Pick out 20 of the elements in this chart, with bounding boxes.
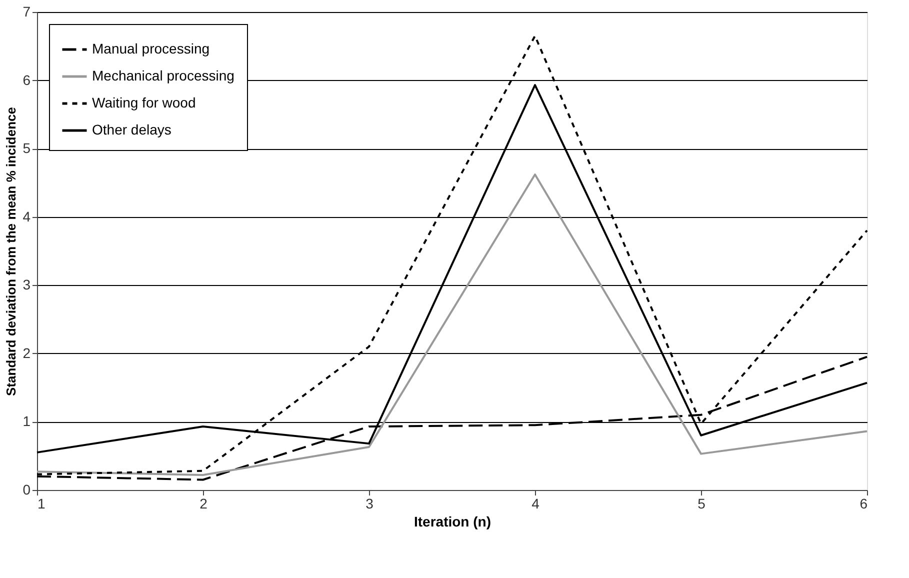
legend-label: Mechanical processing [92,68,234,84]
x-tick-label: 6 [860,496,868,512]
y-tick-label: 6 [22,72,31,88]
x-tick-label: 3 [366,496,374,512]
x-axis-title: Iteration (n) [414,514,491,530]
y-tick-label: 3 [22,276,31,293]
y-tick-label: 7 [22,4,31,20]
legend-label: Other delays [92,122,172,138]
y-tick-label: 5 [22,140,31,156]
y-tick-label: 4 [22,208,31,224]
y-tick-label: 2 [22,344,31,361]
y-tick-label: 0 [22,482,31,498]
y-axis-title: Standard deviation from the mean % incidence [4,107,19,396]
y-tick-label: 1 [22,413,31,430]
x-tick-label: 2 [200,496,208,512]
x-tick-label: 1 [38,496,46,512]
legend-label: Manual processing [92,40,210,56]
x-tick-label: 4 [532,496,540,512]
x-tick-label: 5 [698,496,706,512]
legend-label: Waiting for wood [92,94,196,110]
